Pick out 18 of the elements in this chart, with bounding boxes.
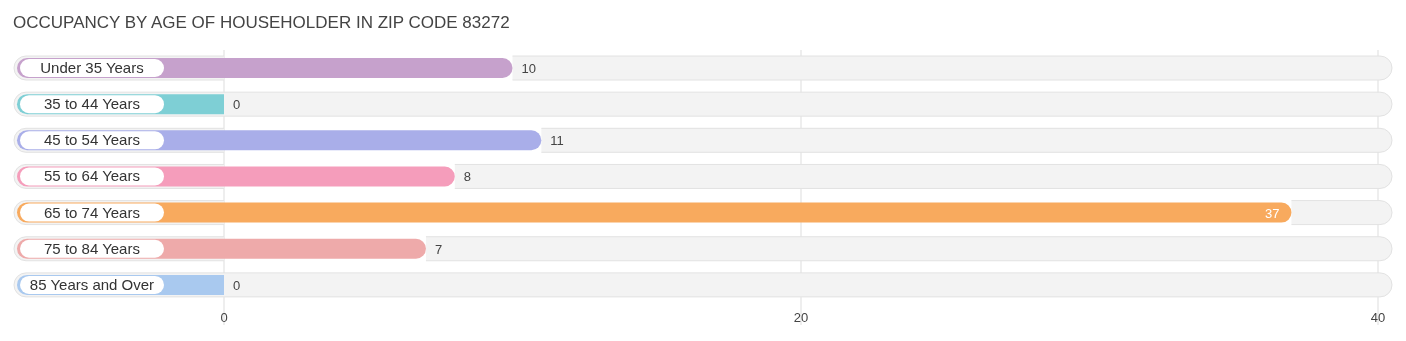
data-label: 0 xyxy=(233,97,241,113)
y-tick-label: 35 to 44 Years xyxy=(44,95,140,113)
y-tick-label: 75 to 84 Years xyxy=(44,239,140,257)
data-label: 37 xyxy=(1264,205,1280,221)
x-tick-label: 40 xyxy=(1370,310,1386,325)
y-tick-label: 65 to 74 Years xyxy=(44,203,140,221)
x-tick-label: 0 xyxy=(220,310,228,325)
chart-title: OCCUPANCY BY AGE OF HOUSEHOLDER IN ZIP CODE 83272 xyxy=(13,13,510,32)
y-tick-label: 55 to 64 Years xyxy=(44,167,140,185)
data-label: 0 xyxy=(233,277,241,293)
y-tick-label: Under 35 Years xyxy=(40,59,144,76)
data-label: 8 xyxy=(463,169,472,185)
data-label: 10 xyxy=(521,61,536,76)
data-label: 11 xyxy=(550,133,564,149)
y-tick-label: 85 Years and Over xyxy=(29,275,155,293)
data-label: 7 xyxy=(434,241,443,257)
y-tick-label: 45 to 54 Years xyxy=(44,131,140,149)
x-tick-label: 20 xyxy=(793,310,809,325)
